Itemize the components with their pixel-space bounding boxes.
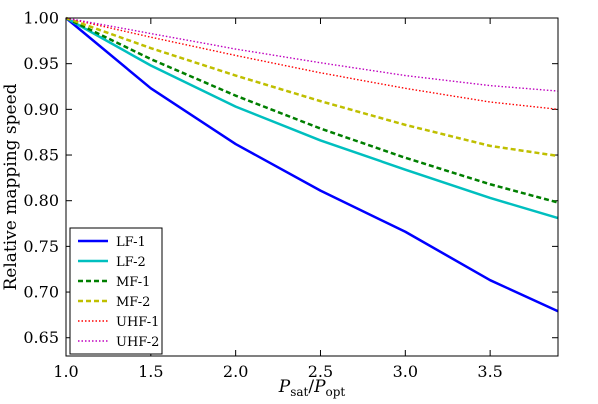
y-tick-label: 1.00 (23, 9, 59, 28)
x-tick-label: 2.5 (308, 362, 333, 381)
x-tick-label: 3.0 (393, 362, 418, 381)
y-tick-label: 0.85 (23, 146, 59, 165)
x-axis: 1.0 1.5 2.0 2.5 3.0 3.5 (53, 18, 503, 381)
x-tick-label: 2.0 (223, 362, 248, 381)
y-tick-label: 0.90 (23, 100, 59, 119)
plot-frame (65, 17, 559, 357)
y-tick-label: 0.95 (23, 54, 59, 73)
legend: LF-1 LF-2 MF-1 MF-2 UHF-1 UHF-2 (69, 227, 163, 355)
y-tick-label: 0.70 (23, 283, 59, 302)
x-axis-label: Psat/Popt (278, 377, 346, 399)
x-label-slash: / (308, 377, 314, 397)
legend-label: UHF-2 (116, 335, 159, 350)
legend-label: LF-1 (116, 235, 146, 250)
series-line-lf-2 (65, 16, 559, 220)
x-tick-label: 3.5 (477, 362, 502, 381)
series-line-mf-1 (65, 16, 559, 204)
series-lines (65, 16, 559, 313)
x-label-sub1: sat (290, 385, 308, 399)
legend-label: MF-2 (116, 295, 150, 310)
x-label-base2: P (313, 377, 326, 397)
legend-label: LF-2 (116, 255, 146, 270)
x-tick-label: 1.5 (138, 362, 163, 381)
y-tick-label: 0.65 (23, 328, 59, 347)
y-axis-label: Relative mapping speed (1, 83, 21, 290)
series-line-lf-1 (65, 17, 559, 313)
y-tick-label: 0.75 (23, 237, 59, 256)
series-line-uhf-1 (65, 17, 559, 111)
legend-label: MF-1 (116, 275, 150, 290)
legend-box (69, 227, 163, 355)
x-label-base1: P (278, 377, 291, 397)
y-tick-label: 0.80 (23, 191, 59, 210)
x-label-sub2: opt (326, 385, 346, 399)
series-line-mf-2 (65, 16, 559, 158)
legend-label: UHF-1 (116, 315, 159, 330)
x-tick-label: 1.0 (53, 362, 78, 381)
